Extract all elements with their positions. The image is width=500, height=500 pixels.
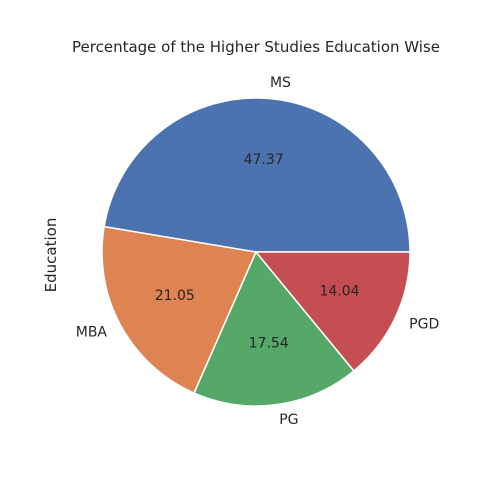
slice-label-pgd: PGD	[409, 316, 439, 332]
slice-label-mba: MBA	[76, 325, 108, 341]
pie-slice-ms	[103, 97, 411, 253]
slice-value-pg: 17.54	[249, 336, 289, 352]
y-axis-label: Education	[42, 218, 60, 293]
pie-slice-pgd	[254, 251, 411, 372]
slice-value-ms: 47.37	[244, 152, 284, 168]
pie-slice-pg	[193, 250, 355, 407]
slice-value-mba: 21.05	[155, 288, 195, 304]
slice-label-ms: MS	[270, 75, 291, 91]
pie-slice-mba	[101, 225, 258, 395]
slice-label-pg: PG	[279, 412, 298, 428]
chart-title: Percentage of the Higher Studies Educati…	[72, 38, 440, 56]
slice-value-pgd: 14.04	[320, 283, 360, 299]
pie-slices	[101, 97, 411, 407]
pie-labels: MS 47.37 MBA 21.05 PG 17.54 PGD 14.04	[76, 75, 440, 428]
